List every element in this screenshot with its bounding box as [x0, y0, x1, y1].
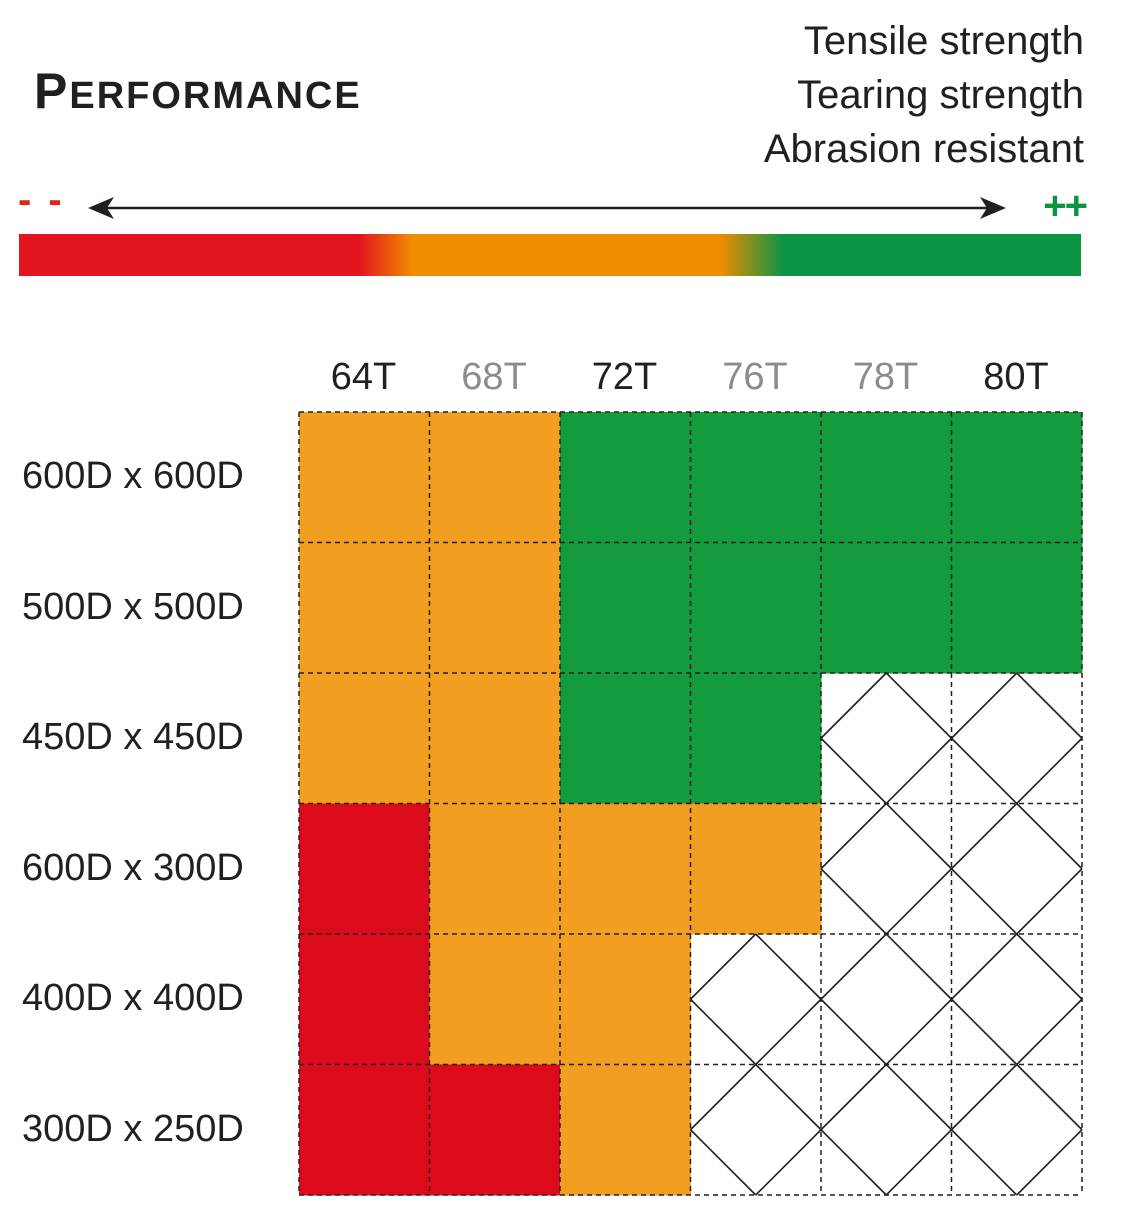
cell-green-2-3: [690, 673, 822, 804]
title-initial: P: [34, 63, 70, 119]
cell-red-5-0: [299, 1064, 430, 1196]
column-header-76t: 76T: [722, 356, 788, 398]
cell-green-1-3: [690, 542, 822, 674]
cell-green-2-2: [560, 673, 691, 804]
cell-na-4-4: [820, 933, 953, 1066]
cell-na-5-5: [950, 1063, 1083, 1196]
cell-red-3-0: [299, 803, 430, 935]
cell-green-1-5: [951, 542, 1083, 674]
cell-orange-0-0: [299, 412, 430, 543]
cell-na-5-3: [689, 1063, 822, 1196]
property-tearing: Tearing strength: [797, 73, 1084, 117]
property-tensile: Tensile strength: [803, 19, 1084, 63]
double-arrow-icon: [88, 197, 1006, 219]
cell-orange-2-1: [429, 673, 561, 804]
cell-orange-1-1: [429, 542, 561, 674]
property-abrasion: Abrasion resistant: [763, 127, 1084, 171]
cell-green-0-5: [951, 412, 1083, 543]
cell-red-5-1: [429, 1064, 561, 1196]
column-header-64t: 64T: [330, 356, 397, 398]
scale-high-label: ++: [1043, 184, 1088, 228]
property-list: Tensile strength Tearing strength Abrasi…: [764, 14, 1084, 176]
row-header-4: 400D x 400D: [22, 977, 244, 1019]
cell-orange-3-1: [429, 803, 561, 935]
cell-na-2-4: [820, 672, 953, 805]
cell-orange-0-1: [429, 412, 561, 543]
column-header-68t: 68T: [461, 356, 527, 398]
column-header-80t: 80T: [983, 356, 1049, 398]
cell-orange-4-1: [429, 934, 561, 1065]
cell-green-0-2: [560, 412, 691, 543]
cell-na-5-4: [820, 1063, 953, 1196]
row-header-0: 600D x 600D: [22, 455, 244, 497]
column-header-72t: 72T: [591, 356, 658, 398]
cell-orange-1-0: [299, 542, 430, 674]
cell-na-3-4: [820, 802, 953, 935]
cell-orange-2-0: [299, 673, 430, 804]
cell-orange-3-2: [560, 803, 691, 935]
title-rest: ERFORMANCE: [69, 75, 362, 117]
row-header-1: 500D x 500D: [22, 585, 244, 628]
cell-na-2-5: [950, 672, 1083, 805]
performance-gradient-bar: [19, 234, 1081, 276]
cell-green-1-2: [560, 542, 691, 674]
cell-na-4-5: [950, 933, 1083, 1066]
row-header-3: 600D x 300D: [22, 846, 244, 889]
cell-orange-3-3: [690, 803, 822, 935]
cell-green-0-3: [690, 412, 822, 543]
cell-na-3-5: [950, 802, 1083, 935]
cell-red-4-0: [299, 934, 430, 1065]
chart-title: PERFORMANCE: [34, 62, 362, 120]
row-header-5: 300D x 250D: [22, 1107, 244, 1150]
cell-na-4-3: [689, 933, 822, 1066]
cell-orange-5-2: [560, 1064, 691, 1196]
cell-green-1-4: [821, 542, 952, 674]
scale-low-label: - -: [18, 178, 65, 222]
cell-orange-4-2: [560, 934, 691, 1065]
column-header-78t: 78T: [852, 356, 919, 398]
performance-grid: [298, 411, 1083, 1196]
row-header-2: 450D x 450D: [22, 716, 244, 758]
cell-green-0-4: [821, 412, 952, 543]
